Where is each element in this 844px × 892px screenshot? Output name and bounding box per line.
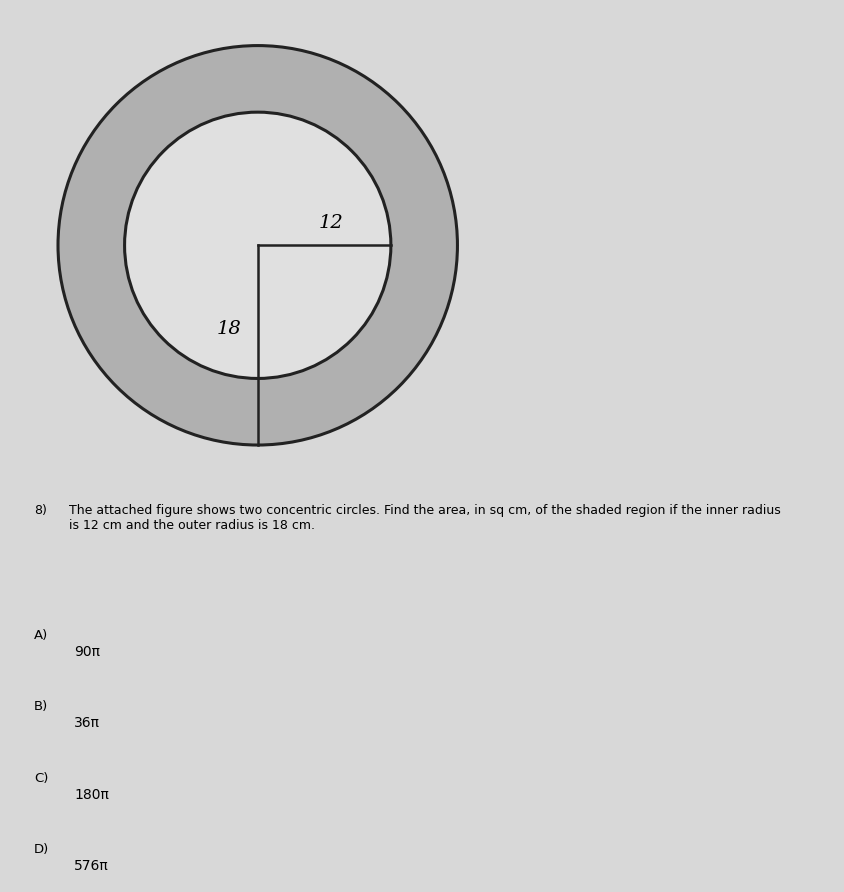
Circle shape <box>58 45 457 445</box>
Text: The attached figure shows two concentric circles. Find the area, in sq cm, of th: The attached figure shows two concentric… <box>69 504 780 532</box>
Text: D): D) <box>34 843 49 856</box>
Text: 576π: 576π <box>74 859 109 873</box>
Text: C): C) <box>34 772 48 785</box>
Text: 18: 18 <box>216 320 241 338</box>
Text: 8): 8) <box>34 504 46 517</box>
Text: A): A) <box>34 629 48 642</box>
Text: 180π: 180π <box>74 788 109 802</box>
Text: 36π: 36π <box>74 716 100 731</box>
Text: 90π: 90π <box>74 645 100 659</box>
Circle shape <box>124 112 391 378</box>
Text: B): B) <box>34 700 48 714</box>
Text: 12: 12 <box>318 214 343 232</box>
